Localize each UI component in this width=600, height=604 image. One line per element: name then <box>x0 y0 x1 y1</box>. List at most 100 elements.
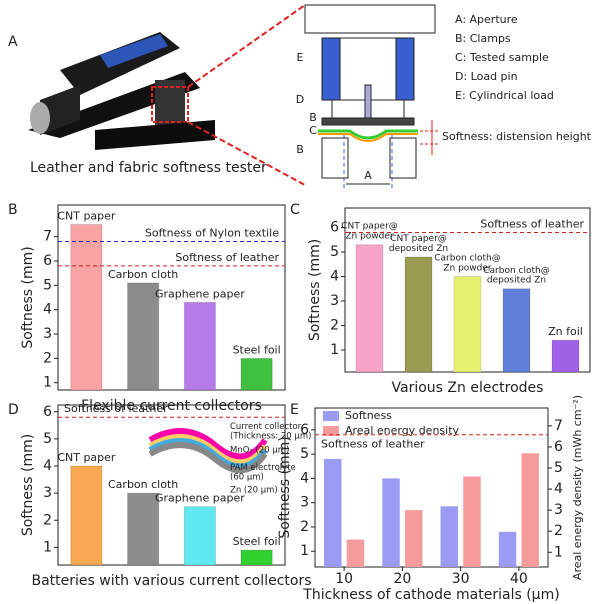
y-tick-label: 1 <box>300 543 309 559</box>
inset-label: PAM electrolyte (60 μm) <box>230 463 296 482</box>
category-label: CNT paper <box>57 209 116 222</box>
bar <box>498 531 517 567</box>
x-tick-label: 20 <box>393 571 411 587</box>
tester-photo <box>28 32 215 150</box>
legend-entry: C: Tested sample <box>455 51 549 64</box>
legend-entry: E: Cylindrical load <box>455 89 554 102</box>
bar <box>240 549 273 566</box>
y-tick-label: 3 <box>43 485 52 501</box>
schematic-label: B <box>296 143 304 156</box>
reference-label: Softness of leather <box>64 402 168 415</box>
y-tick-label: 3 <box>330 293 339 309</box>
category-label: Graphene paper <box>155 492 245 505</box>
category-label: Steel foil <box>233 343 281 356</box>
legend-swatch <box>323 426 339 436</box>
bar <box>127 492 160 566</box>
schematic-label: C <box>309 124 317 137</box>
legend-entry: B: Clamps <box>455 32 511 45</box>
y-tick-label: 4 <box>300 470 309 486</box>
y2-axis-label: Areal energy density (mWh cm⁻²) <box>571 395 584 580</box>
y-tick-label: 2 <box>330 317 339 333</box>
inset-layer <box>148 438 268 470</box>
legend-entry: D: Load pin <box>455 70 518 83</box>
bar <box>521 453 539 567</box>
callout: Softness: distension height <box>442 130 592 143</box>
bar <box>551 339 580 373</box>
y2-tick-label: 7 <box>554 418 563 434</box>
y-tick-label: 4 <box>43 458 52 474</box>
panel-letter: A <box>8 34 18 50</box>
y-tick-label: 2 <box>300 519 309 535</box>
y-tick-label: 5 <box>300 446 309 462</box>
reference-label: Softness of leather <box>321 438 425 451</box>
legend-swatch <box>323 411 339 421</box>
panel-letter: B <box>8 202 18 218</box>
category-label: Steel foil <box>233 535 281 548</box>
bar <box>346 539 365 567</box>
y-tick-label: 4 <box>43 302 52 318</box>
y-tick-label: 3 <box>300 495 309 511</box>
category-label: Graphene paper <box>155 287 245 300</box>
x-tick-label: 30 <box>452 571 470 587</box>
inset-layer <box>148 428 268 460</box>
bar <box>355 244 384 373</box>
plot-frame <box>314 407 549 568</box>
category-label: Zn foil <box>548 325 583 338</box>
caption: Leather and fabric softness tester <box>30 160 267 176</box>
y-tick-label: 6 <box>43 404 52 420</box>
schematic-label: B <box>309 111 317 124</box>
reference-label: Softness of Nylon textile <box>145 227 279 240</box>
reference-label: Softness of leather <box>175 251 279 264</box>
bar <box>240 357 273 391</box>
y-tick-label: 1 <box>330 342 339 358</box>
inset-label: Zn (20 μm) <box>230 486 278 496</box>
inset-label: Current collector (Thickness: 20 μm) <box>230 422 311 441</box>
x-axis-label: Flexible current collectors <box>81 398 262 414</box>
y-tick-label: 1 <box>43 375 52 391</box>
y2-tick-label: 6 <box>554 439 563 455</box>
y-tick-label: 6 <box>330 220 339 236</box>
bar <box>324 458 342 567</box>
legend-label: Softness <box>345 409 392 422</box>
bar <box>404 510 423 567</box>
category-label: CNT paper@ deposited Zn <box>389 233 448 253</box>
legend-label: Areal energy density <box>345 424 460 437</box>
y2-tick-label: 4 <box>554 481 563 497</box>
bar <box>183 506 216 566</box>
panel-letter: E <box>290 402 299 418</box>
bar <box>440 506 459 567</box>
bar <box>70 223 103 391</box>
reference-label: Softness of leather <box>480 217 584 230</box>
y-axis-label: Softness (mm) <box>307 239 323 341</box>
category-label: Carbon cloth <box>108 478 178 491</box>
y-tick-label: 6 <box>43 253 52 269</box>
plot-frame <box>57 204 286 391</box>
bar <box>382 478 400 567</box>
y2-tick-label: 3 <box>554 502 563 518</box>
y-tick-label: 3 <box>43 326 52 342</box>
y-tick-label: 7 <box>43 229 52 245</box>
x-axis-label: Thickness of cathode materials (μm) <box>302 587 559 603</box>
category-label: CNT paper <box>57 451 116 464</box>
category-label: Carbon cloth <box>108 268 178 281</box>
category-label: CNT paper@ Zn powder <box>341 221 398 241</box>
bar <box>127 282 160 391</box>
category-label: Carbon cloth@ deposited Zn <box>483 265 549 285</box>
x-axis-label: Batteries with various current collector… <box>31 573 311 589</box>
x-axis-label: Various Zn electrodes <box>392 380 544 396</box>
bar <box>463 476 481 567</box>
schematic-label: D <box>296 93 304 106</box>
legend-entry: A: Aperture <box>455 13 518 26</box>
y-tick-label: 5 <box>43 431 52 447</box>
panel-letter: D <box>8 402 19 418</box>
inset-layer <box>148 442 268 474</box>
y2-tick-label: 1 <box>554 544 563 560</box>
panel-letter: C <box>290 202 300 218</box>
y-tick-label: 1 <box>43 539 52 555</box>
y-tick-label: 5 <box>43 277 52 293</box>
bar <box>502 288 531 373</box>
bar <box>404 256 433 373</box>
inset-layer <box>148 434 268 466</box>
bar <box>453 276 482 373</box>
